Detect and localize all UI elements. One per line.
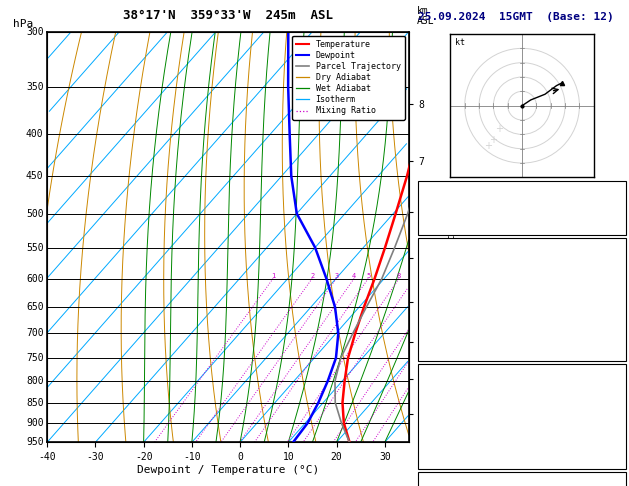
Text: Temp (°C): Temp (°C) bbox=[421, 257, 477, 267]
Text: LCL: LCL bbox=[420, 393, 435, 402]
Text: 300: 300 bbox=[26, 27, 43, 36]
Text: 0: 0 bbox=[616, 343, 623, 353]
Text: 4: 4 bbox=[352, 273, 356, 278]
Text: 500: 500 bbox=[26, 208, 43, 219]
Text: 800: 800 bbox=[26, 376, 43, 386]
Text: 11: 11 bbox=[610, 274, 623, 284]
Text: 10: 10 bbox=[610, 309, 623, 319]
Text: 700: 700 bbox=[26, 329, 43, 338]
Text: 22.7: 22.7 bbox=[598, 257, 623, 267]
Text: 0: 0 bbox=[616, 452, 623, 462]
Text: CAPE (J): CAPE (J) bbox=[421, 434, 471, 445]
Text: 25.09.2024  15GMT  (Base: 12): 25.09.2024 15GMT (Base: 12) bbox=[418, 12, 614, 22]
Text: Dewp (°C): Dewp (°C) bbox=[421, 274, 477, 284]
Text: K: K bbox=[421, 183, 428, 193]
Legend: Temperature, Dewpoint, Parcel Trajectory, Dry Adiabat, Wet Adiabat, Isotherm, Mi: Temperature, Dewpoint, Parcel Trajectory… bbox=[292, 36, 404, 120]
Text: 38°17'N  359°33'W  245m  ASL: 38°17'N 359°33'W 245m ASL bbox=[123, 9, 333, 22]
Text: 32: 32 bbox=[610, 200, 623, 210]
Text: 327: 327 bbox=[604, 400, 623, 410]
Text: Mixing Ratio (g/kg): Mixing Ratio (g/kg) bbox=[447, 181, 457, 293]
Text: © weatheronline.co.uk: © weatheronline.co.uk bbox=[460, 472, 584, 482]
Text: +: + bbox=[484, 141, 492, 151]
Text: 350: 350 bbox=[26, 82, 43, 91]
Text: km
ASL: km ASL bbox=[416, 6, 434, 26]
Text: 3: 3 bbox=[334, 273, 338, 278]
Text: θₑ (K): θₑ (K) bbox=[421, 400, 459, 410]
Text: 750: 750 bbox=[26, 353, 43, 363]
Text: 400: 400 bbox=[26, 129, 43, 139]
Text: 321: 321 bbox=[604, 292, 623, 302]
Text: CIN (J): CIN (J) bbox=[421, 452, 465, 462]
Text: 850: 850 bbox=[26, 398, 43, 408]
Text: 600: 600 bbox=[26, 274, 43, 283]
Text: Most Unstable: Most Unstable bbox=[481, 365, 563, 376]
Text: 6: 6 bbox=[616, 417, 623, 427]
Text: 0: 0 bbox=[616, 434, 623, 445]
Text: 900: 900 bbox=[26, 418, 43, 428]
Text: Lifted Index: Lifted Index bbox=[421, 309, 496, 319]
Text: hPa: hPa bbox=[13, 19, 33, 29]
Text: Surface: Surface bbox=[500, 240, 544, 250]
Text: +: + bbox=[495, 123, 503, 134]
Text: 700: 700 bbox=[604, 383, 623, 393]
Text: +: + bbox=[489, 135, 498, 145]
X-axis label: Dewpoint / Temperature (°C): Dewpoint / Temperature (°C) bbox=[137, 465, 319, 475]
Text: 5: 5 bbox=[366, 273, 370, 278]
Text: 0: 0 bbox=[616, 326, 623, 336]
Text: 550: 550 bbox=[26, 243, 43, 253]
Text: 2: 2 bbox=[310, 273, 314, 278]
Text: 950: 950 bbox=[26, 437, 43, 447]
Text: θₑ(K): θₑ(K) bbox=[421, 292, 453, 302]
Text: 1: 1 bbox=[271, 273, 276, 278]
Text: Hodograph: Hodograph bbox=[494, 474, 550, 484]
Text: CIN (J): CIN (J) bbox=[421, 343, 465, 353]
Text: Pressure (mb): Pressure (mb) bbox=[421, 383, 503, 393]
Text: 450: 450 bbox=[26, 171, 43, 181]
Text: kt: kt bbox=[455, 38, 465, 47]
Text: Totals Totals: Totals Totals bbox=[421, 200, 503, 210]
Text: PW (cm): PW (cm) bbox=[421, 218, 465, 228]
Text: CAPE (J): CAPE (J) bbox=[421, 326, 471, 336]
Text: 650: 650 bbox=[26, 302, 43, 312]
Text: 24: 24 bbox=[610, 183, 623, 193]
Text: Lifted Index: Lifted Index bbox=[421, 417, 496, 427]
Text: 2.89: 2.89 bbox=[598, 218, 623, 228]
Text: 8: 8 bbox=[397, 273, 401, 278]
